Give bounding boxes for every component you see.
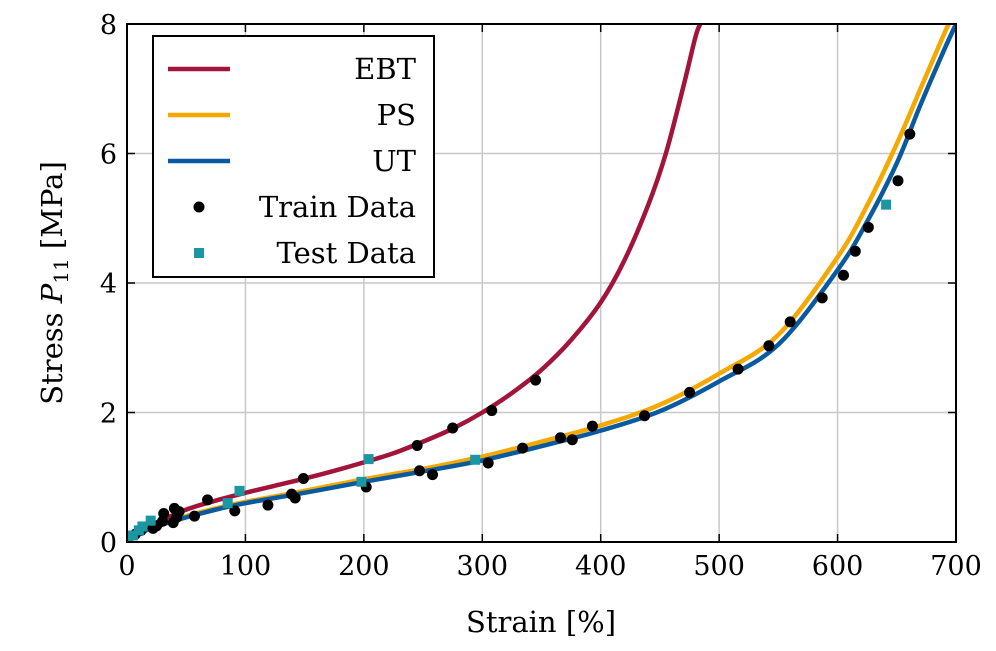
y-axis-label-symbol: P [35,283,69,304]
test-data-point [145,515,156,526]
x-axis-label: Strain [%] [466,605,616,639]
train-data-point [189,510,201,522]
train-data-point [411,440,423,452]
x-tick-label: 0 [118,551,135,582]
y-tick-label: 6 [100,140,117,171]
legend-label-ut: UT [372,144,416,178]
legend-swatch-train-data [193,201,205,213]
test-data-point [222,498,233,509]
x-tick-label: 200 [338,551,390,582]
train-data-point [784,316,796,328]
test-data-point [356,476,367,487]
series-markers [127,128,916,542]
legend-box [152,35,435,278]
train-data-point [229,505,241,517]
legend-label-train-data: Train Data [259,190,416,224]
train-data-point [482,457,494,469]
train-data-point [763,340,775,352]
legend-label-ebt: EBT [354,52,416,86]
test-data-point [363,454,374,465]
train-data-point [297,473,309,485]
train-data-point [837,269,849,281]
test-data-point [137,521,148,532]
train-data-point [202,494,214,506]
test-data-point [234,485,245,496]
x-tick-label: 500 [693,551,745,582]
y-tick-label: 4 [100,269,117,300]
train-data-point [849,245,861,257]
test-data-point [881,199,892,210]
train-data-point [892,175,904,187]
x-tick-label: 100 [220,551,272,582]
test-data-point [127,530,138,541]
axis-ticks: 0 100 200 300 400 500 600 700 0 2 4 6 8 [100,10,982,582]
train-data-point [554,432,566,444]
train-data-point [289,492,301,504]
y-tick-label: 0 [100,528,117,559]
legend-swatch-test-data [194,248,204,258]
train-data-point [816,292,828,304]
train-data-point [684,386,696,398]
train-data-point [530,374,542,386]
x-tick-label: 700 [930,551,982,582]
train-data-point [262,499,274,511]
train-data-point [486,405,498,417]
y-axis-label-subscript: 11 [49,258,73,283]
train-data-point [517,442,529,454]
train-data-point [414,465,426,477]
legend: EBT PS UT Train Data Test Data [152,35,435,278]
x-tick-label: 400 [575,551,627,582]
train-data-point [173,506,185,518]
y-axis-label-prefix: Stress [35,303,69,405]
train-data-point [566,434,578,446]
train-data-point [158,508,170,520]
train-data-point [732,363,744,375]
y-axis-label-suffix: [MPa] [35,161,69,258]
x-tick-label: 300 [457,551,509,582]
y-axis-label: Stress P11 [MPa] [35,161,73,405]
y-tick-label: 2 [100,399,117,430]
test-data-point [470,454,481,465]
legend-items: EBT PS UT Train Data Test Data [168,52,417,270]
legend-label-test-data: Test Data [277,236,417,270]
train-data-point [862,221,874,233]
y-tick-label: 8 [100,10,117,41]
train-data-point [904,128,916,140]
train-data-point [586,420,598,432]
train-data-point [639,410,651,422]
series-line-ebt [127,24,703,542]
train-data-point [447,422,459,434]
train-data-point [427,469,439,481]
legend-label-ps: PS [377,98,416,132]
x-tick-label: 600 [812,551,864,582]
